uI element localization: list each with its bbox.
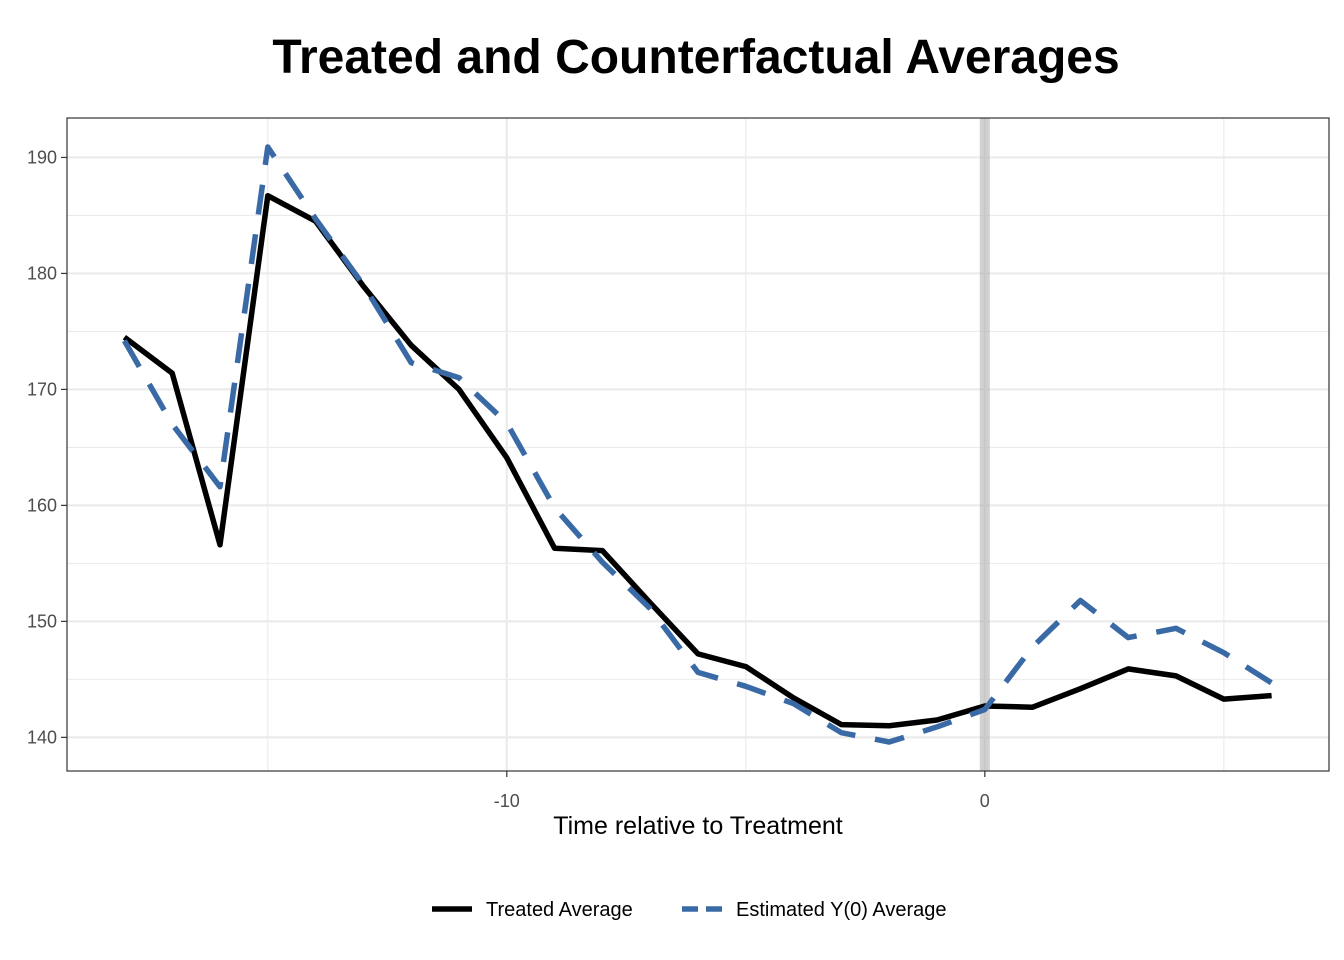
axes: 140 150 160 170 180 190 -10 0	[27, 147, 990, 811]
x-tick-label: 0	[980, 791, 990, 811]
y-tick-label: 180	[27, 263, 57, 283]
plot-border	[66, 117, 1330, 772]
y-tick-label: 190	[27, 147, 57, 167]
x-tick-label: -10	[494, 791, 520, 811]
y-tick-label: 150	[27, 611, 57, 631]
gridlines	[67, 118, 1329, 771]
series-line-estimated-y0-average	[122, 144, 1274, 745]
y-tick-label: 160	[27, 495, 57, 515]
x-axis-title: Time relative to Treatment	[553, 812, 843, 840]
legend-label-treated-average: Treated Average	[486, 899, 633, 921]
legend: Treated Average Estimated Y(0) Average	[432, 899, 947, 921]
y-tick-label: 170	[27, 379, 57, 399]
chart-title: Treated and Counterfactual Averages	[272, 31, 1120, 84]
plot-panel	[67, 118, 1329, 771]
series-layer	[122, 144, 1274, 745]
treatment-vline	[979, 118, 990, 771]
y-tick-label: 140	[27, 727, 57, 747]
legend-label-estimated-y0-average: Estimated Y(0) Average	[736, 899, 947, 921]
